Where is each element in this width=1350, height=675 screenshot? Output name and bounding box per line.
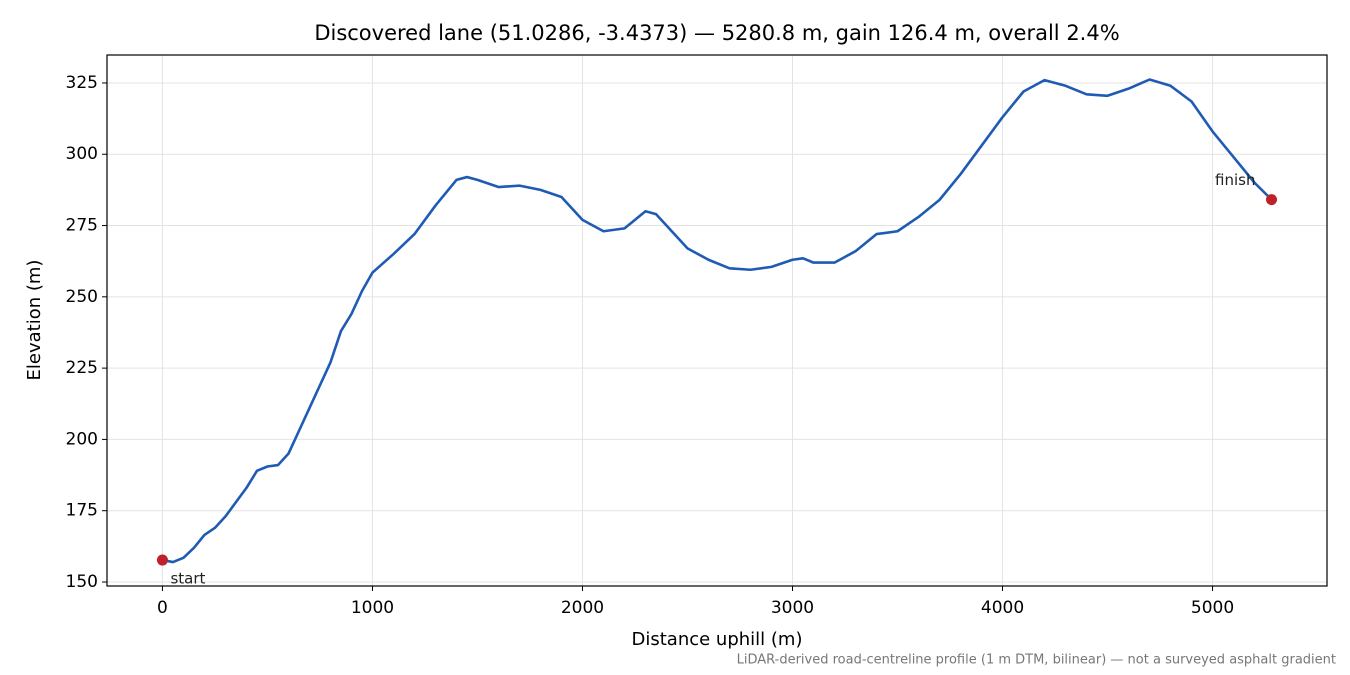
y-tick-label: 275 (66, 216, 98, 236)
plot-frame (106, 54, 1328, 587)
y-tick-label: 300 (66, 144, 98, 164)
elevation-line (162, 78, 1273, 564)
x-axis-label: Distance uphill (m) (632, 629, 803, 650)
y-tick-label: 150 (66, 572, 98, 592)
endpoint-label: finish (1215, 171, 1255, 189)
x-tick-label: 2000 (561, 598, 604, 618)
x-tick-label: 0 (157, 598, 168, 618)
footnote: LiDAR-derived road-centreline profile (1… (737, 653, 1336, 668)
y-axis-label: Elevation (m) (24, 260, 45, 381)
y-tick-label: 200 (66, 429, 98, 449)
x-tick-label: 4000 (981, 598, 1024, 618)
y-tick-label: 325 (66, 73, 98, 93)
x-tick-label: 1000 (351, 598, 394, 618)
endpoint-marker (156, 554, 168, 566)
y-tick-label: 250 (66, 287, 98, 307)
endpoint-label: start (170, 570, 205, 588)
y-tick-label: 225 (66, 358, 98, 378)
y-tick-label: 175 (66, 501, 98, 521)
x-tick-label: 5000 (1191, 598, 1234, 618)
endpoint-marker (1266, 194, 1278, 206)
x-tick-label: 3000 (771, 598, 814, 618)
chart-title: Discovered lane (51.0286, -3.4373) — 528… (314, 21, 1119, 45)
